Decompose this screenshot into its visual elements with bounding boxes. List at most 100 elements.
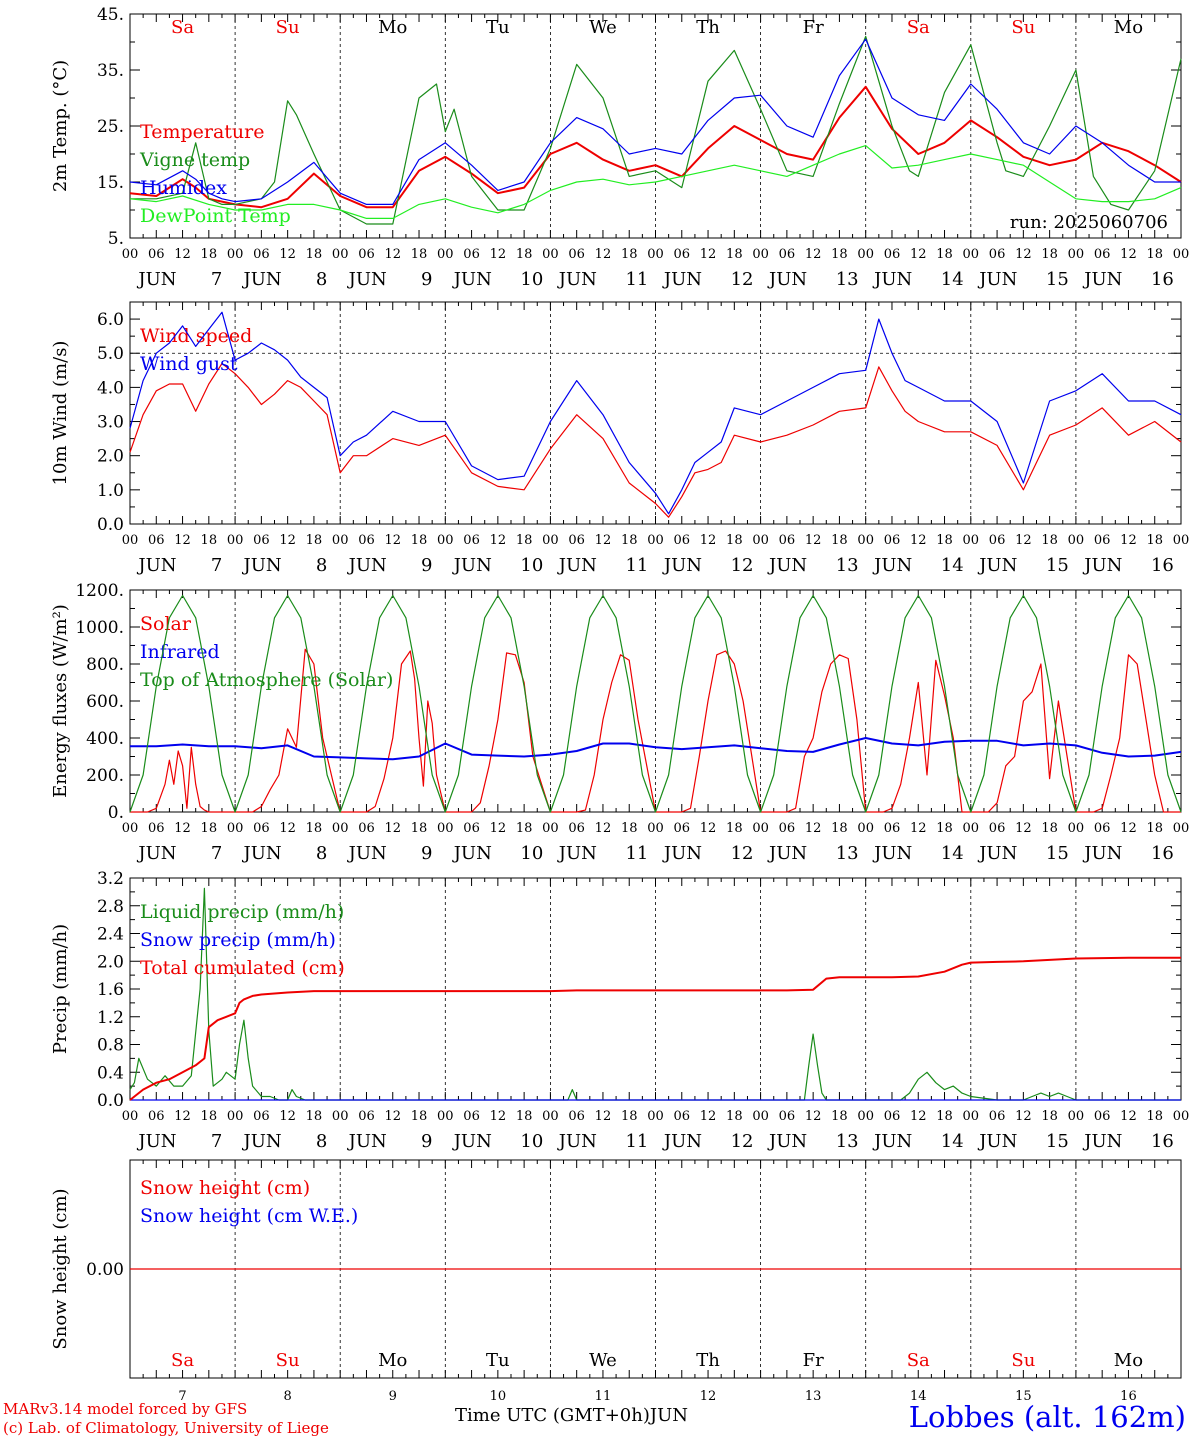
day-number-label: 12 <box>731 269 754 290</box>
y-tick-label: 2.0 <box>97 447 124 467</box>
hour-tick-label: 18 <box>726 821 743 836</box>
month-label: JUN <box>1082 843 1122 864</box>
hour-tick-label: 18 <box>621 1109 638 1124</box>
month-label: JUN <box>767 1131 807 1152</box>
legend-label: Vigne temp <box>139 149 250 171</box>
hour-tick-label: 06 <box>148 533 165 548</box>
day-number-label: 11 <box>625 555 648 576</box>
weekday-label: Sa <box>171 17 194 38</box>
hour-tick-label: 06 <box>358 533 375 548</box>
hour-tick-label: 18 <box>936 247 953 262</box>
hour-tick-label: 12 <box>805 247 822 262</box>
weekday-label: Su <box>1011 17 1035 38</box>
hour-tick-label: 12 <box>174 1109 191 1124</box>
hour-tick-label: 12 <box>700 821 717 836</box>
day-number-label: 14 <box>941 269 964 290</box>
hour-tick-label: 06 <box>989 1109 1006 1124</box>
hour-tick-label: 06 <box>1094 821 1111 836</box>
hour-tick-label: 00 <box>122 533 139 548</box>
hour-tick-label: 00 <box>1173 1109 1190 1124</box>
hour-tick-label: 06 <box>1094 247 1111 262</box>
day-number-label: 11 <box>625 843 648 864</box>
weekday-label: Sa <box>907 17 930 38</box>
day-number-label: 13 <box>836 269 859 290</box>
hour-tick-label: 00 <box>1068 1109 1085 1124</box>
hour-tick-label: 00 <box>542 821 559 836</box>
day-number-label: 13 <box>836 555 859 576</box>
hour-tick-label: 06 <box>884 247 901 262</box>
hour-tick-label: 06 <box>568 1109 585 1124</box>
hour-tick-label: 00 <box>542 1109 559 1124</box>
legend-label: Temperature <box>140 121 264 143</box>
hour-tick-label: 00 <box>437 533 454 548</box>
hour-tick-label: 18 <box>621 533 638 548</box>
hour-tick-label: 06 <box>358 247 375 262</box>
day-number-label: 9 <box>421 843 432 864</box>
hour-tick-label: 06 <box>884 533 901 548</box>
day-number-label: 9 <box>421 1131 432 1152</box>
y-tick-label: 2.8 <box>97 897 124 917</box>
series-line <box>129 145 1182 219</box>
hour-tick-label: 18 <box>936 533 953 548</box>
series-line <box>129 38 1181 205</box>
hour-tick-label: 18 <box>201 1109 218 1124</box>
hour-tick-label: 06 <box>253 533 270 548</box>
hour-tick-label: 18 <box>831 533 848 548</box>
legend-label: Total cumulated (cm) <box>140 957 345 979</box>
hour-tick-label: 12 <box>595 533 612 548</box>
month-label: JUN <box>242 1131 282 1152</box>
hour-tick-label: 00 <box>1068 821 1085 836</box>
day-number-label: 16 <box>1151 269 1174 290</box>
hour-tick-label: 12 <box>910 247 927 262</box>
hour-tick-label: 06 <box>1094 533 1111 548</box>
hour-tick-label: 06 <box>674 533 691 548</box>
day-number-label: 14 <box>910 1389 927 1404</box>
y-tick-label: 0.4 <box>97 1063 124 1083</box>
hour-tick-label: 00 <box>752 821 769 836</box>
hour-tick-label: 06 <box>463 533 480 548</box>
hour-tick-label: 00 <box>227 821 244 836</box>
day-number-label: 8 <box>316 555 327 576</box>
month-label: JUN <box>1082 1131 1122 1152</box>
hour-tick-label: 12 <box>490 1109 507 1124</box>
day-number-label: 8 <box>316 269 327 290</box>
y-tick-label: 0.8 <box>97 1036 124 1056</box>
month-label: JUN <box>242 843 282 864</box>
month-label: JUN <box>347 555 387 576</box>
day-number-label: 15 <box>1046 555 1069 576</box>
series-line <box>129 956 1181 1101</box>
hour-tick-label: 12 <box>805 821 822 836</box>
hour-tick-label: 00 <box>857 821 874 836</box>
day-number-label: 10 <box>520 1131 543 1152</box>
weekday-label: Mo <box>1114 1350 1143 1371</box>
hour-tick-label: 12 <box>595 247 612 262</box>
hour-tick-label: 00 <box>1173 247 1190 262</box>
hour-tick-label: 12 <box>700 1109 717 1124</box>
month-label: JUN <box>872 555 912 576</box>
hour-tick-label: 18 <box>411 821 428 836</box>
hour-tick-label: 12 <box>384 1109 401 1124</box>
hour-tick-label: 00 <box>857 533 874 548</box>
hour-tick-label: 06 <box>568 247 585 262</box>
weekday-label: Mo <box>378 17 407 38</box>
hour-tick-label: 12 <box>1015 533 1032 548</box>
hour-tick-label: 00 <box>437 1109 454 1124</box>
hour-tick-label: 12 <box>384 533 401 548</box>
hour-tick-label: 18 <box>831 247 848 262</box>
hour-tick-label: 18 <box>516 533 533 548</box>
month-label: JUN <box>557 1131 597 1152</box>
day-number-label: 9 <box>421 269 432 290</box>
hour-tick-label: 12 <box>490 247 507 262</box>
day-number-label: 11 <box>595 1389 612 1404</box>
legend-label: Humidex <box>140 177 227 199</box>
legend-label: Top of Atmosphere (Solar) <box>140 669 393 691</box>
y-tick-label: 0.0 <box>97 1091 124 1111</box>
month-label: JUN <box>977 843 1017 864</box>
hour-tick-label: 18 <box>411 247 428 262</box>
legend-label: DewPoint Temp <box>140 205 291 227</box>
weekday-label: Su <box>1011 1350 1035 1371</box>
time-axis-month: JUN <box>649 1405 689 1426</box>
station-label: Lobbes (alt. 162m) <box>908 1400 1186 1434</box>
day-number-label: 16 <box>1151 843 1174 864</box>
